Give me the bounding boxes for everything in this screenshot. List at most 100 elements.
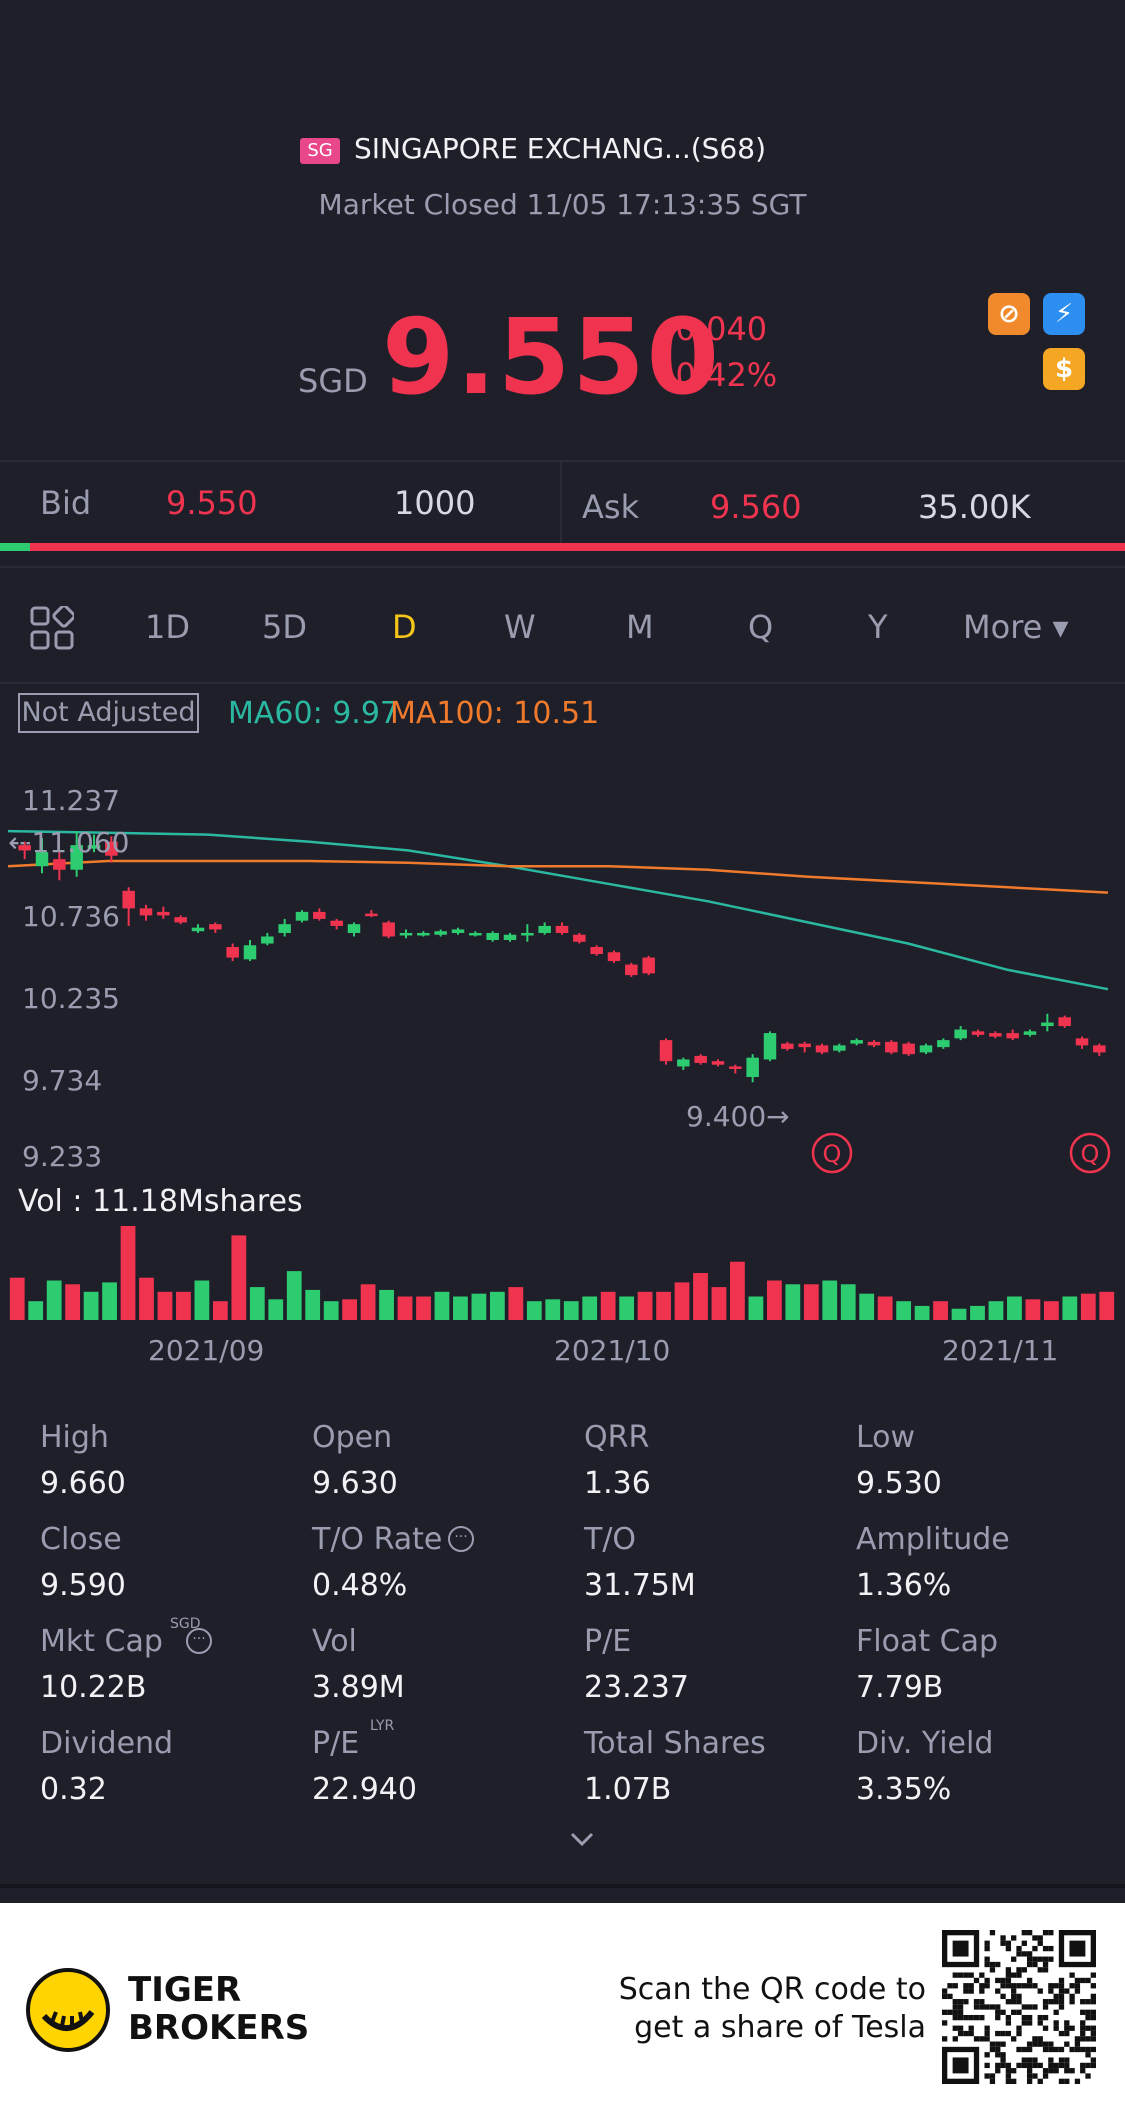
tab-1d[interactable]: 1D [145,608,190,646]
candle [1006,1033,1019,1039]
x-tick-label: 2021/10 [554,1334,671,1367]
stat-label: Total Shares [584,1726,766,1761]
stat-label: T/O Rate [312,1522,443,1557]
stat-label: Mkt Cap [40,1624,163,1659]
stat-label: Low [856,1420,916,1455]
tab-quarterly[interactable]: Q [748,608,774,646]
volume-bar [896,1301,912,1320]
volume-bar [434,1291,450,1320]
candle [35,852,49,867]
candle [781,1043,794,1049]
no-short-icon[interactable]: ⊘ [988,293,1030,335]
candle [18,845,31,851]
candle [1058,1017,1071,1027]
stat-value: 1.36 [584,1466,651,1501]
candle [919,1045,933,1053]
candle [573,934,586,942]
tab-more[interactable]: More ▾ [963,608,1069,646]
volume-bar [471,1293,487,1320]
volume-bar [231,1235,247,1320]
volume-bar [157,1291,173,1320]
stat-value: 3.35% [856,1772,952,1807]
volume-bar [951,1308,967,1320]
stat-value: 1.07B [584,1772,672,1807]
volume-bar [139,1277,154,1320]
volume-bar [508,1287,524,1320]
candle [971,1031,985,1035]
stat-value: 9.590 [40,1568,126,1603]
lightning-icon[interactable]: ⚡ [1043,293,1085,335]
volume-bar [1007,1296,1022,1320]
dollar-icon[interactable]: $ [1043,348,1085,390]
ask-quantity: 35.00K [918,488,1031,526]
volume-bar [840,1284,856,1320]
candle [139,908,153,916]
tab-5d[interactable]: 5D [262,608,307,646]
bid-quantity: 1000 [394,484,476,522]
volume-bar [453,1296,468,1320]
candle [399,932,413,936]
volume-bar [194,1280,210,1320]
stat-label: T/O [584,1522,637,1557]
candle [278,924,291,933]
volume-bar [1043,1301,1059,1320]
stat-label: High [40,1420,109,1455]
footer-banner [0,1903,1125,2115]
volume-bar [730,1261,745,1320]
tab-daily[interactable]: D [392,608,417,646]
qr-code[interactable] [942,1930,1096,2084]
ma100-line [7,859,1109,894]
tab-weekly[interactable]: W [504,608,536,646]
tab-yearly[interactable]: Y [868,608,888,646]
volume-bar [342,1299,358,1320]
candle [538,925,551,933]
candle [469,932,482,936]
stat-value: 7.79B [856,1670,944,1705]
volume-bar [711,1287,727,1320]
ask-label: Ask [582,488,640,526]
stat-value: 9.530 [856,1466,942,1501]
volume-label: Vol : 11.18Mshares [18,1184,303,1219]
stat-unit-superscript: SGD [170,1616,201,1632]
ask-price: 9.560 [710,488,802,526]
stock-title: SINGAPORE EXCHANG...(S68) [354,132,766,165]
y-tick-label: 9.233 [22,1140,103,1173]
volume-bar [323,1301,339,1320]
more-info-icon[interactable]: ··· [448,1526,474,1552]
volume-bar [600,1291,616,1320]
candle [642,957,655,974]
stat-label: Close [40,1522,122,1557]
divider [0,682,1125,684]
volume-bar [526,1301,542,1320]
volume-bar [268,1299,284,1320]
volume-bar [46,1280,62,1320]
candle [815,1045,829,1053]
volume-bar [766,1280,782,1320]
candle [607,952,621,962]
more-info-icon[interactable]: ··· [186,1628,212,1654]
adjustment-toggle[interactable]: Not Adjusted [18,693,199,733]
ma60-value: MA60: 9.97 [228,696,400,731]
volume-bar [656,1291,671,1320]
tiger-logo-icon [26,1968,110,2052]
currency-label: SGD [298,362,368,400]
candle [711,1061,725,1065]
volume-bar [859,1293,875,1320]
chart-layout-icon[interactable] [30,606,74,650]
y-tick-label: 11.237 [22,784,120,817]
candle [850,1040,863,1044]
volume-bar [563,1301,579,1320]
volume-bar [416,1296,431,1320]
volume-bar [9,1277,25,1320]
candle [694,1055,707,1063]
stat-unit-superscript: LYR [370,1718,395,1734]
volume-bar [988,1301,1004,1320]
x-tick-label: 2021/09 [148,1334,265,1367]
candle [885,1041,898,1053]
stat-value: 10.22B [40,1670,147,1705]
tab-monthly[interactable]: M [626,608,654,646]
chevron-down-icon[interactable] [568,1830,596,1848]
candle [417,932,430,936]
stat-label: Open [312,1420,393,1455]
